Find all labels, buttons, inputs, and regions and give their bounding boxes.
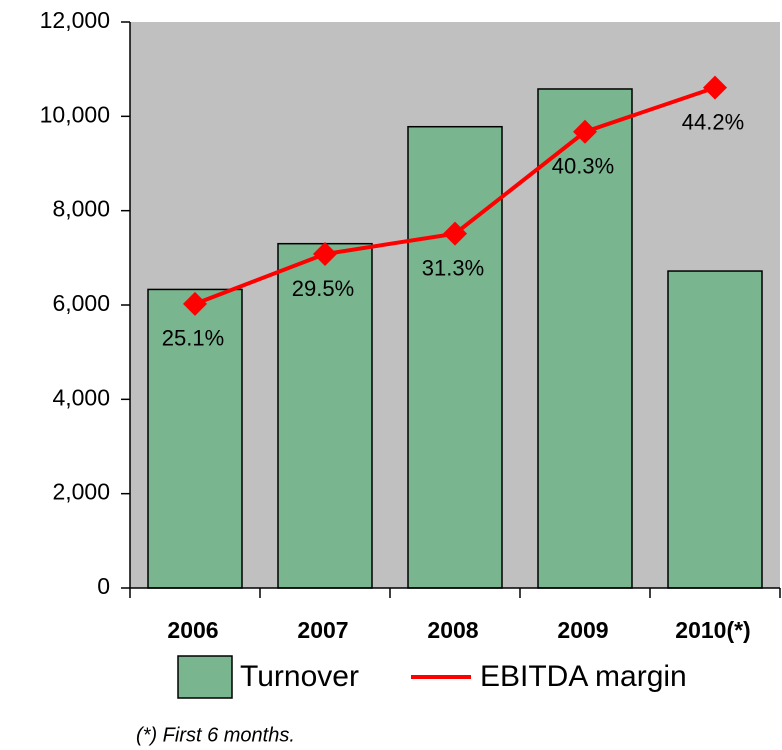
y-tick-label: 0 [97, 573, 110, 599]
x-tick-label: 2009 [557, 617, 608, 643]
y-tick-label: 12,000 [40, 7, 110, 33]
x-tick-label: 2010(*) [675, 617, 750, 643]
bar [147, 288, 243, 589]
data-label: 25.1% [162, 326, 224, 351]
data-label: 29.5% [292, 276, 354, 301]
x-tick-label: 2007 [297, 617, 348, 643]
y-tick-label: 10,000 [40, 101, 110, 127]
data-label: 44.2% [682, 109, 744, 134]
y-tick-label: 4,000 [52, 384, 110, 410]
bar [407, 125, 503, 589]
legend-swatch [177, 655, 233, 699]
marker [183, 291, 207, 316]
bar [667, 270, 763, 589]
y-tick-label: 2,000 [52, 479, 110, 505]
legend-label: EBITDA margin [480, 660, 687, 693]
data-label: 31.3% [422, 255, 484, 280]
legend-label: Turnover [240, 660, 359, 693]
y-tick-label: 6,000 [52, 290, 110, 316]
footnote: (*) First 6 months. [136, 724, 295, 746]
marker [313, 242, 337, 267]
marker [573, 119, 597, 144]
data-label: 40.3% [552, 154, 614, 179]
y-tick-label: 8,000 [52, 196, 110, 222]
x-tick-label: 2006 [167, 617, 218, 643]
marker [703, 75, 727, 100]
marker [443, 221, 467, 246]
x-tick-label: 2008 [427, 617, 478, 643]
